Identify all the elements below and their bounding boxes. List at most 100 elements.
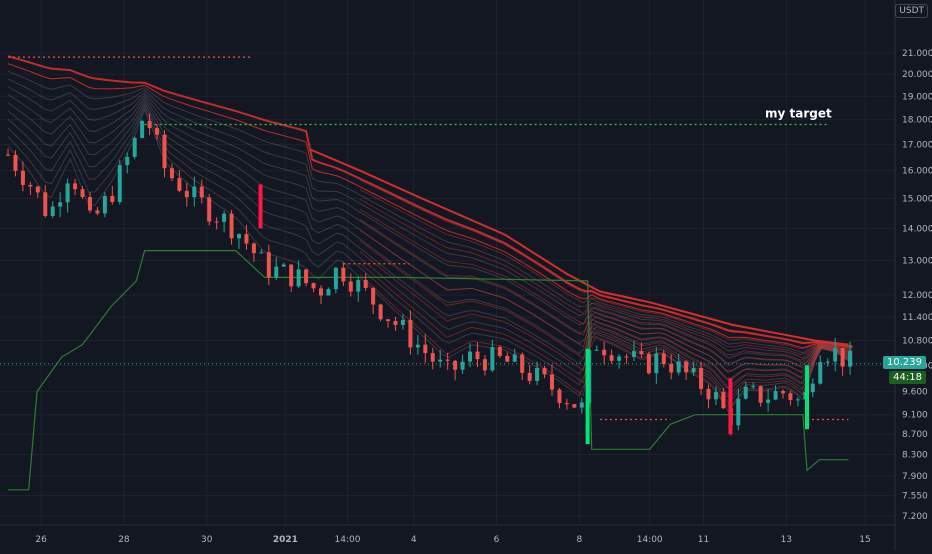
- candle-body: [721, 392, 726, 409]
- candle-body: [430, 353, 435, 362]
- candle-body: [445, 359, 450, 361]
- candle-body: [505, 355, 510, 362]
- candle-body: [147, 120, 152, 129]
- candle-body: [617, 356, 622, 361]
- x-tick-label: 28: [118, 535, 130, 545]
- candle-body: [497, 347, 502, 356]
- upper-trend-line: [309, 148, 849, 346]
- y-tick-label: 20.000: [902, 70, 932, 80]
- candle-body: [475, 351, 480, 360]
- candle-body: [50, 206, 55, 216]
- candle-body: [773, 390, 778, 400]
- candle-body: [274, 266, 279, 278]
- candle-body: [281, 264, 286, 267]
- candle-body: [691, 368, 696, 373]
- candle-body: [631, 351, 636, 357]
- candle-body: [140, 120, 145, 138]
- candle-body: [482, 359, 487, 371]
- candle-body: [460, 361, 465, 370]
- y-tick-label: 15.000: [902, 195, 932, 205]
- candle-body: [237, 234, 242, 239]
- candle-body: [654, 353, 659, 374]
- ribbon-red-band: [359, 229, 851, 373]
- candle-body: [117, 165, 122, 203]
- y-tick-label: 21.000: [902, 49, 932, 59]
- candle-body: [184, 190, 189, 198]
- x-tick-label: 13: [781, 535, 792, 545]
- candle-body: [363, 280, 368, 288]
- candle-body: [781, 390, 786, 394]
- candle-body: [840, 348, 845, 367]
- ribbon-red-band: [359, 274, 851, 407]
- candle-body: [624, 356, 629, 358]
- candle-body: [542, 367, 547, 375]
- candle-body: [177, 178, 182, 191]
- y-tick-label: 17.000: [902, 140, 932, 150]
- candle-body: [557, 389, 562, 404]
- candle-body: [415, 344, 420, 348]
- candle-body: [222, 213, 227, 222]
- candle-body: [639, 351, 644, 354]
- candle-body: [438, 359, 443, 362]
- ribbon-band: [7, 103, 853, 397]
- spike-candle: [805, 365, 810, 430]
- ribbon-band: [7, 55, 853, 348]
- candle-body: [6, 154, 10, 156]
- candle-body: [341, 267, 346, 282]
- ribbon-red-band: [359, 262, 851, 398]
- candle-body: [594, 349, 599, 351]
- candle-body: [579, 402, 584, 408]
- candle-body: [572, 404, 577, 408]
- candle-body: [169, 168, 174, 179]
- candle-body: [751, 386, 756, 388]
- candle-body: [311, 283, 316, 289]
- candle-body: [564, 403, 569, 405]
- candle-body: [743, 386, 748, 399]
- ribbon-band: [7, 101, 853, 389]
- candle-body: [706, 388, 711, 400]
- candle-body: [259, 252, 264, 254]
- x-tick-label: 8: [576, 535, 582, 545]
- candle-body: [58, 202, 63, 207]
- target-annotation: my target: [765, 107, 832, 121]
- candle-body: [20, 170, 25, 185]
- currency-badge[interactable]: USDT: [895, 4, 928, 18]
- candle-body: [95, 210, 100, 214]
- x-tick-label: 30: [201, 535, 213, 545]
- candle-body: [825, 361, 830, 363]
- candle-body: [371, 287, 376, 305]
- candle-body: [65, 183, 70, 203]
- candle-body: [110, 195, 115, 203]
- ribbon-band: [7, 98, 853, 381]
- candle-body: [207, 197, 212, 222]
- last-price-badge: 10.239: [883, 355, 926, 369]
- candle-body: [818, 361, 823, 384]
- candle-body: [125, 156, 130, 166]
- candle-body: [527, 372, 532, 381]
- candle-body: [296, 269, 301, 287]
- candle-body: [73, 183, 78, 190]
- candle-body: [43, 192, 48, 216]
- candle-body: [80, 189, 85, 197]
- x-tick-label: 4: [411, 535, 417, 545]
- candle-body: [810, 383, 815, 393]
- ribbon-red-band: [359, 240, 851, 380]
- candle-body: [102, 195, 107, 214]
- candle-body: [766, 399, 771, 403]
- y-tick-label: 18.000: [902, 116, 932, 126]
- ribbon-band: [7, 86, 853, 364]
- candle-body: [13, 154, 18, 171]
- candle-body: [266, 252, 271, 278]
- candle-body: [244, 234, 249, 244]
- y-tick-label: 7.550: [902, 491, 928, 501]
- ribbon-band: [7, 108, 853, 413]
- y-tick-label: 9.100: [902, 411, 928, 421]
- candle-body: [758, 386, 763, 403]
- candle-body: [326, 289, 331, 296]
- candle-body: [535, 367, 540, 381]
- candle-body: [646, 353, 651, 374]
- ribbon-band: [7, 78, 853, 359]
- candle-body: [348, 281, 353, 292]
